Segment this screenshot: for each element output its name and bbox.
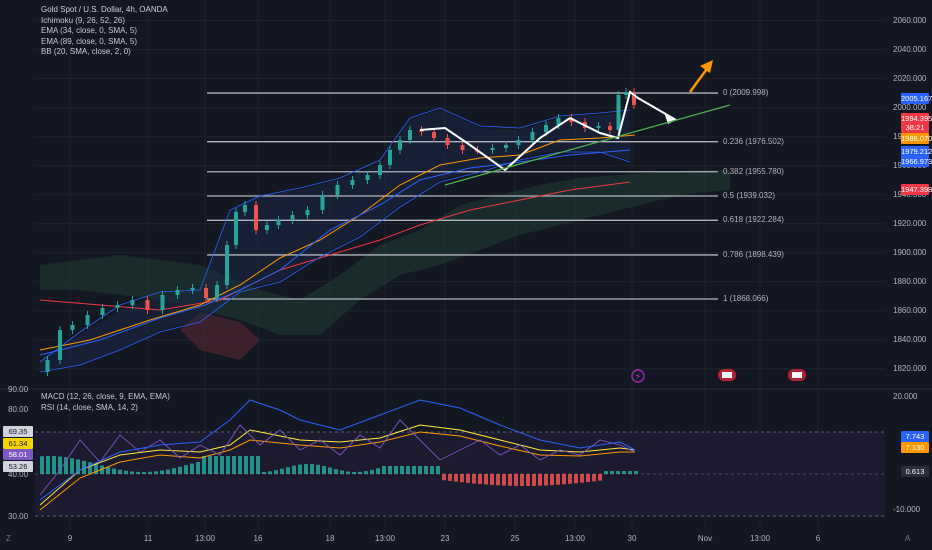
price-tick: 1840.000: [893, 334, 927, 344]
macd-badge: 7.743: [901, 431, 929, 442]
legend-bb[interactable]: BB (20, SMA, close, 2, 0): [41, 47, 131, 56]
time-tick: 18: [325, 534, 335, 543]
time-tick: 6: [815, 534, 821, 543]
rsi-badge: 53.26: [3, 461, 33, 472]
fib-level-label: 0.5 (1939.032): [723, 191, 776, 201]
legend-ema89[interactable]: EMA (89, close, 0, SMA, 5): [41, 36, 138, 46]
time-tick: Nov: [697, 534, 713, 543]
fib-level-label: 0.382 (1955.780): [723, 166, 784, 176]
time-tick: 13:00: [374, 534, 396, 543]
macd-badge: 0.613: [901, 466, 929, 477]
price-badge: 2005.167: [901, 93, 932, 104]
time-tick: 13:00: [749, 534, 771, 543]
price-tick: 1880.000: [893, 276, 927, 286]
price-badge: 1947.398: [901, 184, 932, 195]
price-tick: 1920.000: [893, 218, 927, 228]
time-tick: 11: [143, 534, 153, 543]
price-badge: 1979.212: [901, 146, 932, 157]
price-tick: 1820.000: [893, 363, 927, 373]
macd-tick: -10.000: [893, 505, 921, 514]
price-badge: 1966.973: [901, 156, 932, 167]
price-tick: 2040.000: [893, 44, 927, 54]
fib-level-label: 0 (2009.998): [723, 88, 769, 98]
svg-text:⚡: ⚡: [635, 372, 641, 381]
symbol-title[interactable]: Gold Spot / U.S. Dollar, 4h, OANDA: [41, 5, 168, 14]
rsi-tick: 90.00: [8, 385, 29, 394]
time-tick: 30: [627, 534, 637, 543]
fib-level-label: 0.618 (1922.284): [723, 215, 784, 225]
price-tick: 1900.000: [893, 247, 927, 257]
legend-ema34[interactable]: EMA (34, close, 0, SMA, 5): [41, 26, 138, 35]
auto-scale-button[interactable]: A: [905, 534, 911, 543]
time-tick: 13:00: [194, 534, 216, 543]
legend-rsi[interactable]: RSI (14, close, SMA, 14, 2): [41, 402, 138, 412]
price-tick: 2000.000: [893, 102, 927, 112]
legend-ichimoku[interactable]: Ichimoku (9, 26, 52, 26): [41, 15, 126, 25]
price-badge: 1986.070: [901, 133, 932, 144]
time-tick: 25: [510, 534, 520, 543]
price-tick: 2020.000: [893, 73, 927, 83]
rsi-tick: 80.00: [8, 405, 29, 414]
rsi-tick: 30.00: [8, 512, 29, 521]
fib-level-label: 1 (1868.066): [723, 294, 769, 303]
time-tick: 13:00: [564, 534, 586, 543]
macd-badge: 7.130: [901, 442, 929, 453]
time-tick: 23: [440, 534, 450, 543]
rsi-badge: 69.35: [3, 426, 33, 437]
sub-legend: MACD (12, 26, close, 9, EMA, EMA) RSI (1…: [41, 392, 170, 413]
fib-level-label: 0.236 (1976.502): [723, 136, 784, 146]
legend-macd[interactable]: MACD (12, 26, close, 9, EMA, EMA): [41, 392, 170, 401]
rsi-badge: 61.34: [3, 438, 33, 449]
time-tick: 16: [253, 534, 263, 543]
main-legend: Gold Spot / U.S. Dollar, 4h, OANDA Ichim…: [41, 5, 168, 58]
price-badge: 1994.395: [901, 113, 932, 124]
price-tick: 2060.000: [893, 15, 927, 25]
timezone-button[interactable]: Z: [6, 534, 11, 543]
rsi-tick: 40.00: [8, 470, 29, 479]
price-tick: 1860.000: [893, 305, 927, 315]
rsi-badge: 58.01: [3, 449, 33, 460]
event-flash-icon: [631, 369, 645, 383]
fib-level-label: 0.786 (1898.439): [723, 249, 784, 259]
price-badge: 38:21: [901, 122, 929, 133]
time-tick: 9: [67, 534, 73, 543]
macd-tick: 20.000: [893, 392, 918, 401]
